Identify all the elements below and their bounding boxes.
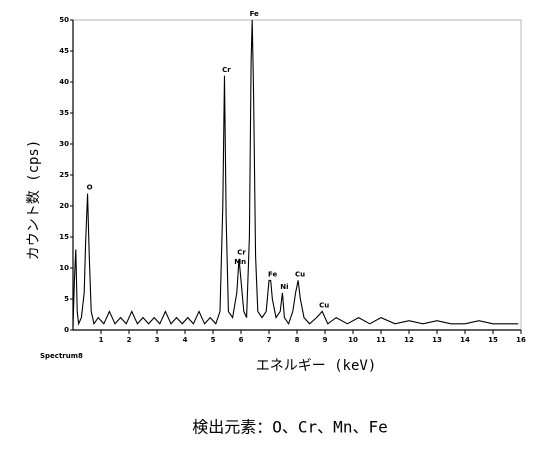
x-tick-label: 14 xyxy=(460,336,470,344)
y-tick-label: 25 xyxy=(59,171,69,179)
y-tick-label: 5 xyxy=(64,295,69,303)
y-tick-label: 35 xyxy=(59,109,69,117)
x-tick-label: 10 xyxy=(348,336,358,344)
y-tick-label: 0 xyxy=(64,326,69,334)
x-tick-label: 8 xyxy=(295,336,300,344)
spectrum-line xyxy=(72,19,519,327)
x-tick-label: 4 xyxy=(183,336,188,344)
peak-label: Ni xyxy=(280,283,288,291)
peak-label: Cu xyxy=(319,301,329,309)
x-tick-label: 5 xyxy=(211,336,216,344)
peak-label: Cr xyxy=(222,66,231,74)
x-tick-label: 9 xyxy=(323,336,328,344)
peak-label: O xyxy=(87,184,93,192)
y-tick-label: 40 xyxy=(59,78,69,86)
caption: 検出元素：O、Cr、Mn、Fe xyxy=(192,418,387,437)
peak-label: Fe xyxy=(268,270,277,278)
x-tick-label: 11 xyxy=(376,336,386,344)
x-axis-title: エネルギー (keV) xyxy=(256,358,377,374)
y-tick-label: 10 xyxy=(59,264,69,272)
x-tick-label: 3 xyxy=(155,336,160,344)
y-axis-title: カウント数 (cps) xyxy=(26,140,42,261)
peak-label: Fe xyxy=(250,10,259,18)
y-tick-label: 30 xyxy=(59,140,69,148)
y-tick-label: 45 xyxy=(59,47,69,55)
x-tick-label: 13 xyxy=(432,336,442,344)
x-tick-label: 12 xyxy=(404,336,414,344)
x-tick-label: 2 xyxy=(127,336,132,344)
peak-label: Cu xyxy=(295,270,305,278)
peak-label: Cr xyxy=(237,249,246,257)
peak-label: Mn xyxy=(234,258,246,266)
x-tick-label: 7 xyxy=(267,336,272,344)
x-tick-label: 15 xyxy=(488,336,498,344)
spectrum-label: Spectrum8 xyxy=(40,352,83,360)
y-tick-label: 15 xyxy=(59,233,69,241)
y-tick-label: 20 xyxy=(59,202,69,210)
x-tick-label: 6 xyxy=(239,336,244,344)
y-tick-label: 50 xyxy=(59,16,69,24)
x-tick-label: 1 xyxy=(99,336,104,344)
x-tick-label: 16 xyxy=(516,336,526,344)
